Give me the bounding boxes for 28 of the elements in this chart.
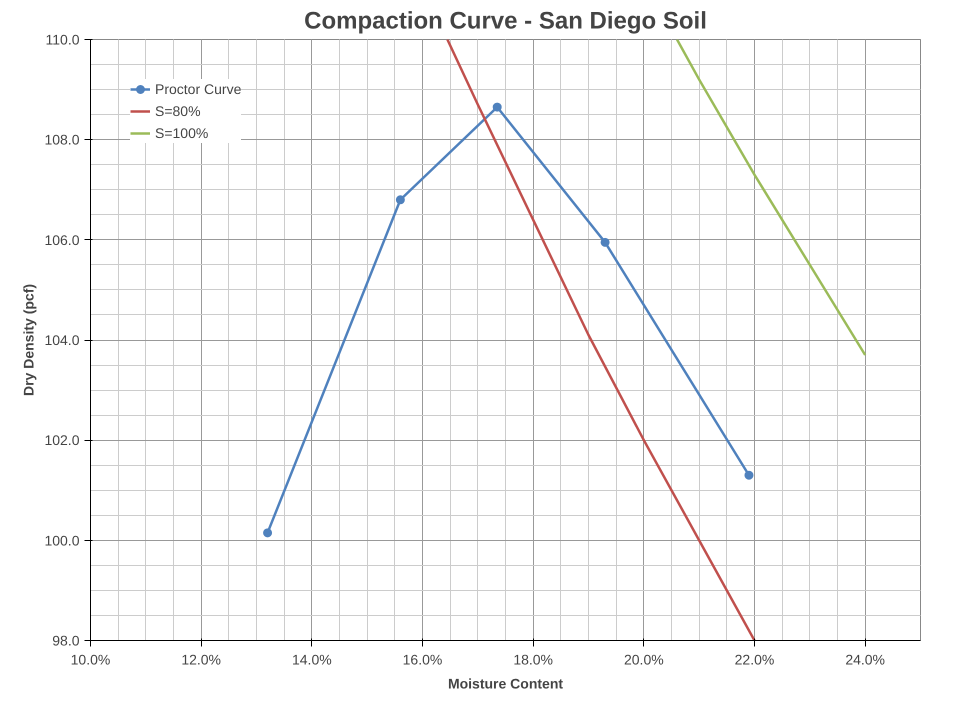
x-tick-label: 12.0%	[181, 652, 222, 668]
x-tick-label: 14.0%	[292, 652, 332, 668]
point	[396, 195, 405, 204]
y-tick-label: 102.0	[44, 432, 80, 448]
legend-label: S=100%	[155, 125, 208, 141]
x-tick-label: 24.0%	[845, 652, 886, 668]
point	[492, 102, 502, 112]
y-tick-label: 100.0	[44, 532, 80, 548]
x-axis-title: Moisture Content	[448, 676, 564, 692]
y-tick-label: 98.0	[52, 632, 80, 648]
x-tick-label: 22.0%	[734, 652, 774, 668]
y-axis-title: Dry Density (pcf)	[20, 284, 36, 396]
x-tick-label: 10.0%	[70, 652, 110, 668]
point	[263, 528, 272, 538]
line-series	[676, 40, 866, 356]
x-tick-label: 16.0%	[402, 652, 442, 668]
y-tick-label: 108.0	[44, 132, 80, 148]
point	[600, 238, 610, 247]
legend-label: Proctor Curve	[155, 81, 242, 97]
point	[744, 470, 754, 480]
x-tick-label: 18.0%	[513, 652, 554, 668]
x-tick-label: 20.0%	[624, 652, 664, 668]
y-tick-label: 104.0	[44, 332, 80, 348]
chart-title: Compaction Curve - San Diego Soil	[304, 8, 707, 34]
y-tick-label: 110.0	[46, 32, 80, 48]
legend-label: S=80%	[155, 103, 201, 119]
y-tick-label: 106.0	[44, 232, 80, 248]
line-series	[446, 40, 756, 640]
